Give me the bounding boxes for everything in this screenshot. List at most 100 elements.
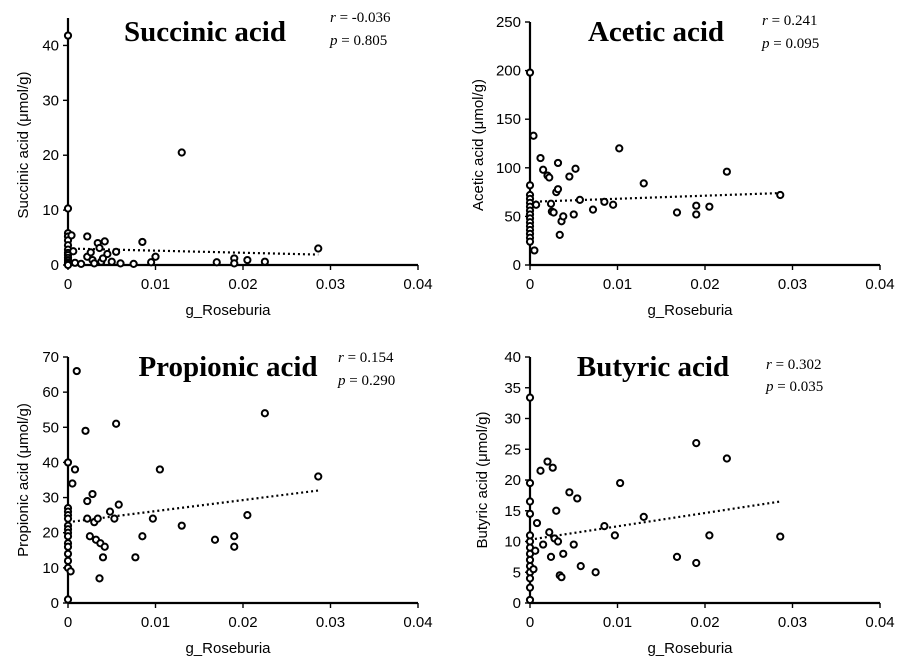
data-point (591, 568, 600, 577)
y-tick-label: 50 (504, 208, 521, 225)
data-point (549, 208, 558, 217)
y-axis-label: Acetic acid (μmol/g) (470, 79, 487, 211)
data-point (548, 463, 557, 472)
x-tick-label: 0 (64, 276, 72, 293)
y-tick-label: 40 (504, 349, 521, 366)
data-point (243, 511, 252, 520)
data-point (63, 31, 73, 40)
y-tick-label: 0 (51, 257, 59, 274)
data-point (545, 528, 554, 537)
data-point (692, 558, 701, 568)
data-point (531, 546, 540, 555)
x-tick-label: 0.02 (690, 614, 719, 631)
data-point (85, 532, 94, 541)
data-point (546, 552, 556, 561)
x-axis-label: g_Roseburia (647, 302, 733, 319)
x-tick-label: 0.02 (690, 276, 719, 293)
data-point (559, 212, 568, 221)
data-point (557, 573, 566, 582)
data-point (722, 454, 731, 463)
data-point (600, 197, 609, 206)
y-tick-label: 20 (504, 472, 521, 489)
data-point (81, 426, 90, 435)
data-point (112, 247, 121, 256)
data-point (525, 68, 535, 77)
data-point (672, 552, 682, 561)
data-point (553, 537, 563, 546)
y-tick-label: 10 (42, 560, 59, 577)
data-point (63, 458, 73, 467)
data-point (105, 507, 115, 516)
data-point (555, 230, 564, 239)
data-point (539, 165, 548, 174)
data-point (155, 465, 164, 474)
x-axis-label: g_Roseburia (647, 640, 733, 657)
data-point (609, 200, 618, 209)
data-point (672, 208, 682, 217)
x-tick-label: 0.04 (403, 276, 432, 293)
data-point (93, 514, 102, 523)
y-tick-label: 50 (42, 419, 59, 436)
data-point (77, 259, 86, 269)
data-point (138, 237, 147, 247)
data-point (532, 200, 541, 209)
trend-line (529, 191, 781, 203)
data-point (260, 409, 269, 418)
data-point (69, 247, 78, 256)
y-tick-label: 10 (504, 534, 521, 551)
data-point (610, 531, 619, 540)
data-point (260, 257, 269, 266)
data-point (573, 494, 582, 503)
data-point (314, 472, 323, 481)
data-point (63, 542, 73, 551)
data-point (212, 258, 221, 267)
data-point (70, 465, 80, 474)
x-tick-label: 0.03 (778, 614, 807, 631)
data-point (88, 489, 97, 499)
trend-line (67, 247, 319, 256)
data-point (177, 521, 186, 530)
data-point (83, 232, 92, 241)
data-point (692, 201, 701, 210)
y-tick-label: 40 (42, 454, 59, 471)
y-tick-label: 25 (504, 441, 521, 458)
data-point (66, 567, 75, 576)
data-point (63, 514, 73, 523)
data-point (639, 512, 648, 522)
data-point (243, 255, 252, 265)
r-value: r = 0.154 (338, 350, 394, 366)
data-point (63, 549, 73, 558)
data-point (705, 202, 714, 211)
data-point (692, 439, 701, 448)
data-point (68, 479, 77, 488)
data-point (112, 419, 121, 428)
data-point (83, 496, 92, 506)
x-axis-label: g_Roseburia (185, 302, 271, 319)
data-point (90, 259, 99, 268)
data-point (147, 258, 156, 267)
data-point (72, 366, 81, 376)
data-point (559, 549, 568, 558)
x-tick-label: 0 (526, 276, 534, 293)
data-point (536, 466, 545, 475)
data-point (230, 259, 239, 268)
y-tick-label: 70 (42, 349, 59, 366)
data-point (776, 190, 785, 200)
data-point (230, 542, 239, 551)
y-tick-label: 0 (51, 595, 59, 612)
y-tick-label: 0 (513, 257, 521, 274)
data-point (100, 542, 109, 551)
data-point (98, 553, 108, 562)
data-point (532, 518, 542, 528)
data-point (692, 210, 701, 219)
data-point (571, 164, 580, 173)
chart-panel-acetic: 0 50 100 150 200 250 0 0.01 0.02 0.03 0.04 g_Rosebu… (470, 13, 895, 319)
y-tick-label: 20 (42, 147, 59, 164)
y-tick-label: 200 (496, 63, 521, 80)
x-tick-label: 0.04 (865, 276, 894, 293)
y-tick-label: 35 (504, 380, 521, 397)
data-point (86, 248, 95, 257)
data-point (138, 532, 147, 541)
data-point (575, 195, 584, 204)
